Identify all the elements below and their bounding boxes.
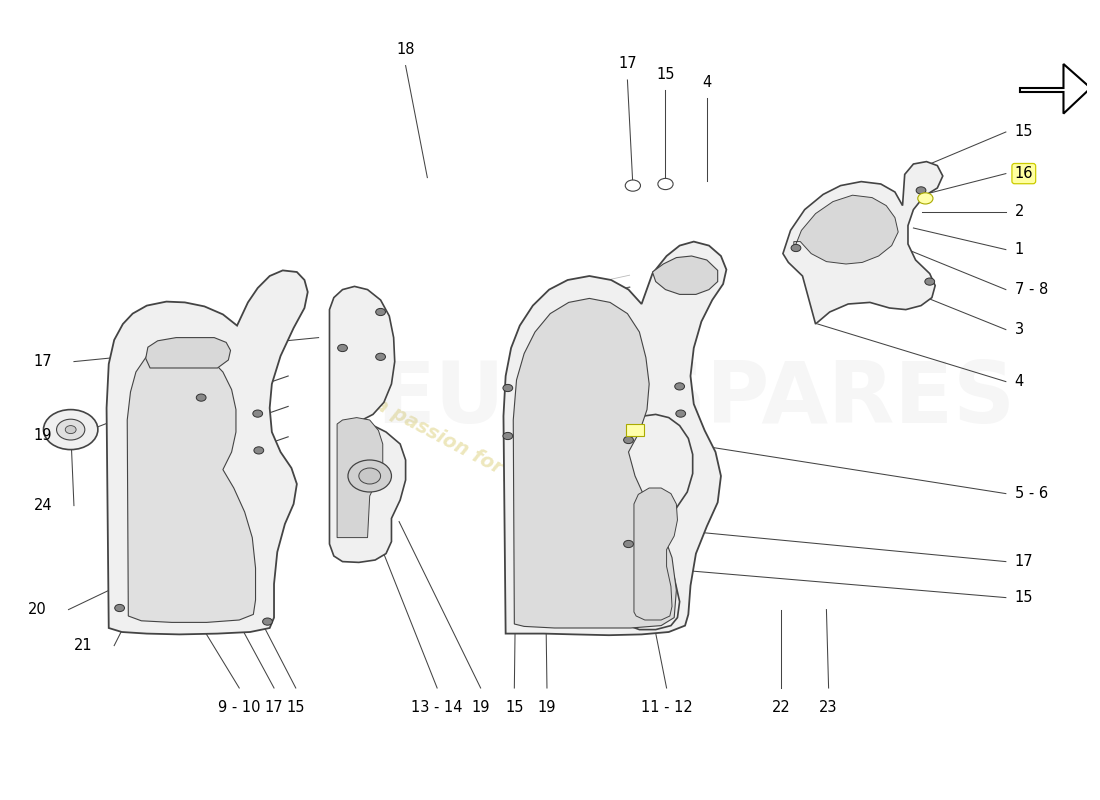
Text: 11 - 12: 11 - 12 (640, 701, 693, 715)
Circle shape (359, 468, 381, 484)
Polygon shape (337, 418, 383, 538)
Text: 17: 17 (1014, 554, 1033, 569)
Circle shape (44, 410, 98, 450)
Circle shape (917, 193, 933, 204)
Circle shape (376, 353, 385, 360)
Circle shape (624, 437, 634, 443)
Polygon shape (128, 346, 255, 622)
Text: 2: 2 (1014, 205, 1024, 219)
Text: 5 - 6: 5 - 6 (1014, 486, 1047, 501)
Text: 19: 19 (472, 701, 490, 715)
Circle shape (114, 605, 124, 611)
Polygon shape (107, 270, 308, 634)
Text: 15: 15 (286, 701, 305, 715)
Circle shape (338, 344, 348, 352)
Circle shape (196, 394, 206, 402)
Text: 20: 20 (28, 602, 47, 617)
Polygon shape (504, 242, 726, 635)
Circle shape (65, 426, 76, 434)
Polygon shape (330, 286, 406, 562)
Circle shape (675, 410, 685, 418)
Text: 17: 17 (265, 701, 284, 715)
Circle shape (503, 384, 513, 392)
Text: 15: 15 (657, 67, 674, 82)
Text: 17: 17 (618, 57, 637, 71)
Text: 19: 19 (538, 701, 557, 715)
Polygon shape (634, 488, 678, 620)
Text: EUROSPARES: EUROSPARES (376, 358, 1015, 442)
Circle shape (916, 186, 926, 194)
Text: 16: 16 (1014, 166, 1033, 181)
Polygon shape (145, 338, 231, 368)
Text: 3: 3 (1014, 322, 1024, 337)
Circle shape (625, 180, 640, 191)
Circle shape (624, 541, 634, 547)
Text: 23: 23 (820, 701, 838, 715)
Polygon shape (794, 195, 899, 264)
Text: 1: 1 (1014, 242, 1024, 257)
Circle shape (56, 419, 85, 440)
Text: a passion for parts since 1985: a passion for parts since 1985 (371, 394, 673, 566)
Text: 17: 17 (34, 354, 52, 369)
Text: 21: 21 (74, 638, 92, 653)
Circle shape (376, 308, 385, 315)
Circle shape (253, 410, 263, 418)
Text: 4: 4 (702, 75, 712, 90)
Polygon shape (783, 162, 943, 324)
Polygon shape (625, 414, 693, 630)
Text: 15: 15 (1014, 590, 1033, 605)
Circle shape (658, 178, 673, 190)
Text: 19: 19 (34, 429, 52, 443)
Text: 4: 4 (1014, 374, 1024, 389)
Text: 7 - 8: 7 - 8 (1014, 282, 1048, 297)
Polygon shape (514, 298, 676, 628)
Text: 18: 18 (396, 42, 415, 57)
Text: 15: 15 (1014, 125, 1033, 139)
Text: 13 - 14: 13 - 14 (411, 701, 463, 715)
Circle shape (674, 382, 684, 390)
Circle shape (254, 446, 264, 454)
Circle shape (263, 618, 273, 626)
Polygon shape (652, 256, 717, 294)
Circle shape (503, 432, 513, 440)
Polygon shape (626, 424, 644, 436)
Circle shape (925, 278, 935, 286)
Text: 22: 22 (771, 701, 790, 715)
Text: 15: 15 (505, 701, 524, 715)
Text: 24: 24 (34, 498, 52, 513)
Circle shape (348, 460, 392, 492)
Text: 9 - 10: 9 - 10 (218, 701, 261, 715)
Circle shape (791, 245, 801, 251)
